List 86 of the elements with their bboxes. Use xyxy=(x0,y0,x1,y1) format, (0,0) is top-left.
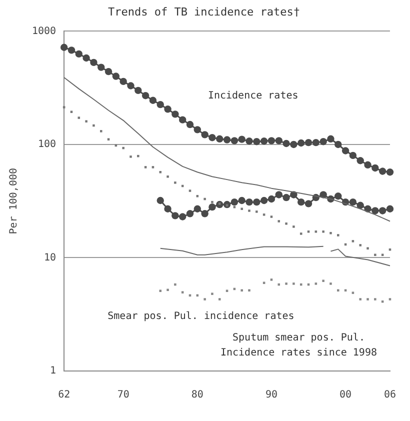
point xyxy=(349,198,357,206)
point xyxy=(149,96,157,104)
point xyxy=(260,196,268,204)
annotation: Incidence rates xyxy=(208,90,298,102)
x-tick-label: 00 xyxy=(340,390,352,401)
point xyxy=(298,198,305,206)
point xyxy=(253,138,260,146)
point xyxy=(201,210,208,218)
point xyxy=(246,198,253,206)
point xyxy=(304,138,312,146)
point xyxy=(134,86,142,94)
chart-title: Trends of TB incidence rates† xyxy=(108,5,300,18)
point xyxy=(246,138,253,145)
point xyxy=(298,139,305,147)
point xyxy=(223,136,231,144)
point xyxy=(334,192,342,200)
point xyxy=(275,191,282,198)
point xyxy=(268,195,276,203)
point xyxy=(178,116,186,124)
x-tick-label: 80 xyxy=(191,390,204,401)
point xyxy=(90,58,98,66)
point xyxy=(127,82,134,90)
point xyxy=(156,100,164,108)
point xyxy=(275,137,282,144)
point xyxy=(186,210,194,218)
point xyxy=(290,140,298,148)
point xyxy=(334,140,342,148)
point xyxy=(230,198,238,206)
point xyxy=(386,205,394,212)
point xyxy=(344,289,347,292)
point xyxy=(60,44,68,51)
point xyxy=(364,161,372,169)
point xyxy=(260,138,268,145)
point xyxy=(75,50,82,58)
point xyxy=(156,196,164,204)
x-tick-label: 62 xyxy=(58,390,70,401)
point xyxy=(238,196,246,204)
point xyxy=(164,205,172,212)
point xyxy=(208,203,216,211)
point xyxy=(208,134,216,142)
point xyxy=(372,207,379,214)
annotation: Sputum smear pos. Pul. Incidence rates since 1998 xyxy=(220,332,377,359)
point xyxy=(356,157,364,164)
point xyxy=(104,68,112,76)
y-tick-label: 1 xyxy=(50,366,56,377)
point xyxy=(278,283,280,286)
point xyxy=(112,72,120,80)
point xyxy=(194,126,202,134)
point xyxy=(372,164,379,172)
annotation: Smear pos. Pul. incidence rates xyxy=(108,311,294,322)
point xyxy=(282,194,290,202)
point xyxy=(98,64,105,71)
x-tick-label: 06 xyxy=(384,390,396,401)
point xyxy=(378,168,386,175)
point xyxy=(238,136,246,143)
point xyxy=(253,198,260,206)
y-tick-label: 10 xyxy=(44,252,56,264)
point xyxy=(268,137,276,144)
point xyxy=(186,120,194,128)
point xyxy=(312,138,320,146)
point xyxy=(142,92,150,100)
point xyxy=(386,168,394,176)
y-tick-label: 100 xyxy=(38,139,56,150)
point xyxy=(342,147,350,154)
point xyxy=(178,213,186,220)
point xyxy=(68,46,76,54)
point xyxy=(304,200,312,208)
point xyxy=(356,202,364,209)
point xyxy=(172,212,179,220)
point xyxy=(320,138,327,146)
point xyxy=(327,135,334,142)
point xyxy=(164,106,172,113)
point xyxy=(216,135,224,142)
y-tick-label: 1000 xyxy=(32,26,56,37)
x-tick-label: 70 xyxy=(117,390,130,401)
point xyxy=(282,140,290,148)
point xyxy=(378,207,386,214)
x-tick-label: 90 xyxy=(265,390,278,401)
point xyxy=(120,78,127,86)
point xyxy=(230,137,238,144)
point xyxy=(194,205,202,212)
point xyxy=(82,54,90,62)
point xyxy=(349,152,357,160)
y-axis-title: Per 100,000 xyxy=(8,168,20,234)
point xyxy=(172,110,179,118)
point xyxy=(201,131,208,138)
